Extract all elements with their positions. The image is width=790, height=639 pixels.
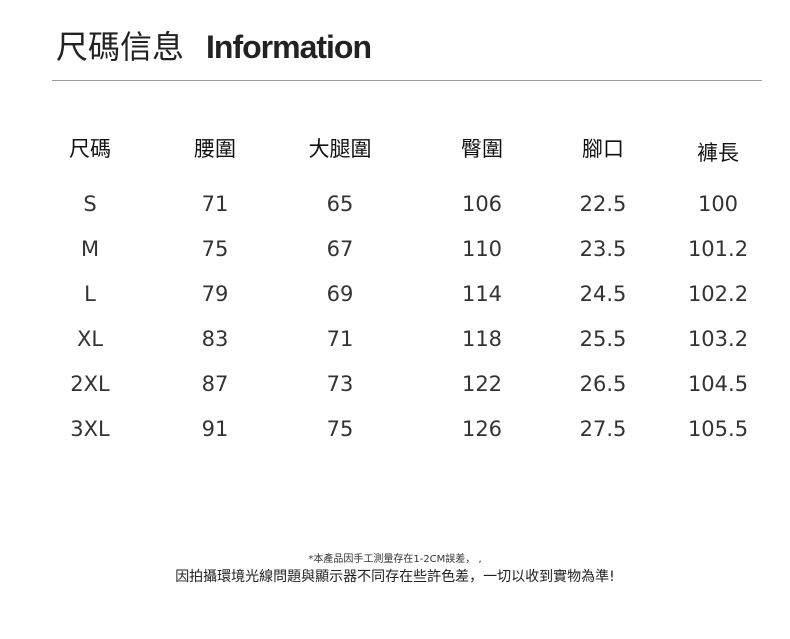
- table-cell: 67: [326, 237, 354, 261]
- measurement-note: *本產品因手工測量存在1-2CM誤差， ,: [308, 554, 482, 565]
- table-cell: 87: [201, 372, 229, 396]
- column-header: 臀圍: [461, 137, 503, 161]
- table-cell: 122: [461, 372, 503, 396]
- table-cell: 75: [326, 417, 354, 441]
- table-cell: 22.5: [579, 192, 627, 216]
- column-header: 褲長: [697, 141, 739, 165]
- color-note: 因拍攝環境光線問題與顯示器不同存在些許色差，一切以收到實物為準!: [175, 569, 615, 585]
- size-label: L: [84, 282, 96, 306]
- table-cell: 110: [461, 237, 503, 261]
- table-cell: 71: [201, 192, 229, 216]
- title-zh: 尺碼信息: [56, 28, 185, 66]
- table-cell: 103.2: [687, 327, 749, 351]
- column-header: 大腿圍: [308, 137, 372, 161]
- table-cell: 100: [697, 192, 739, 216]
- size-label: S: [83, 192, 97, 216]
- table-cell: 101.2: [687, 237, 749, 261]
- title-en: Information: [206, 29, 372, 65]
- column-header: 腰圍: [194, 137, 236, 161]
- table-cell: 106: [461, 192, 503, 216]
- size-label: 3XL: [70, 417, 110, 441]
- page-title: 尺碼信息 Information: [56, 22, 372, 68]
- table-cell: 114: [461, 282, 503, 306]
- size-label: XL: [76, 327, 104, 351]
- table-cell: 75: [201, 237, 229, 261]
- column-header: 尺碼: [69, 137, 111, 161]
- divider: [52, 80, 762, 81]
- size-label: M: [80, 237, 100, 261]
- size-label: 2XL: [70, 372, 110, 396]
- table-cell: 79: [201, 282, 229, 306]
- table-cell: 26.5: [579, 372, 627, 396]
- table-cell: 24.5: [579, 282, 627, 306]
- table-cell: 27.5: [579, 417, 627, 441]
- table-cell: 118: [461, 327, 503, 351]
- table-cell: 105.5: [687, 417, 749, 441]
- table-cell: 91: [201, 417, 229, 441]
- table-cell: 102.2: [687, 282, 749, 306]
- table-cell: 104.5: [687, 372, 749, 396]
- table-cell: 23.5: [579, 237, 627, 261]
- table-cell: 73: [326, 372, 354, 396]
- table-cell: 69: [326, 282, 354, 306]
- table-cell: 65: [326, 192, 354, 216]
- table-cell: 83: [201, 327, 229, 351]
- table-cell: 126: [461, 417, 503, 441]
- column-header: 腳口: [582, 137, 624, 161]
- table-cell: 71: [326, 327, 354, 351]
- table-cell: 25.5: [579, 327, 627, 351]
